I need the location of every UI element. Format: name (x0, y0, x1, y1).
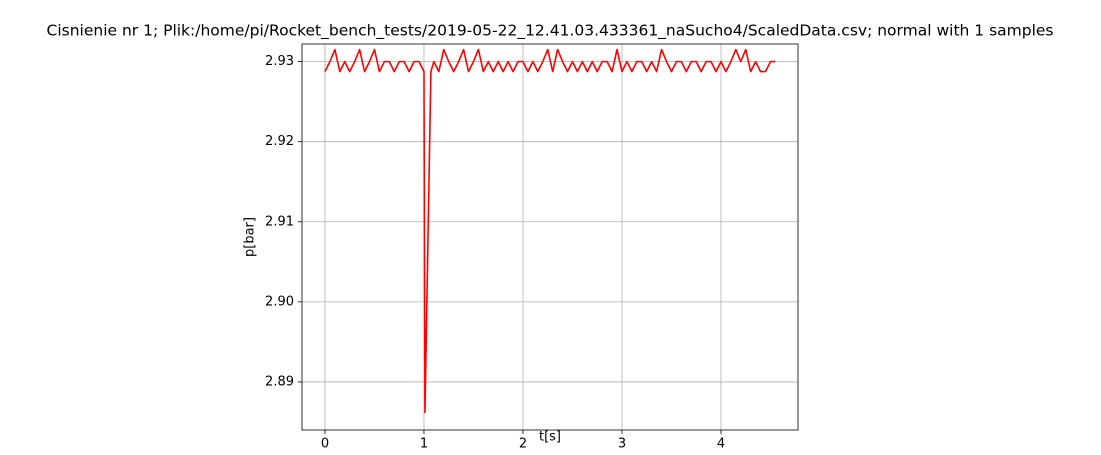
chart-title: Cisnienie nr 1; Plik:/home/pi/Rocket_ben… (47, 22, 1054, 41)
x-axis-label: t[s] (539, 430, 561, 445)
x-tick-label: 0 (321, 437, 329, 452)
x-tick-label: 3 (618, 437, 626, 452)
y-tick-label: 2.92 (265, 134, 294, 149)
y-axis-label: p[bar] (243, 217, 258, 257)
plot-frame (301, 43, 799, 431)
y-tick-label: 2.93 (265, 54, 294, 69)
x-tick-label: 2 (519, 437, 527, 452)
data-line (324, 48, 776, 414)
y-tick-label: 2.89 (265, 374, 294, 389)
x-tick-label: 4 (717, 437, 725, 452)
y-tick-label: 2.90 (265, 294, 294, 309)
x-tick-label: 1 (420, 437, 428, 452)
y-tick-label: 2.91 (265, 214, 294, 229)
